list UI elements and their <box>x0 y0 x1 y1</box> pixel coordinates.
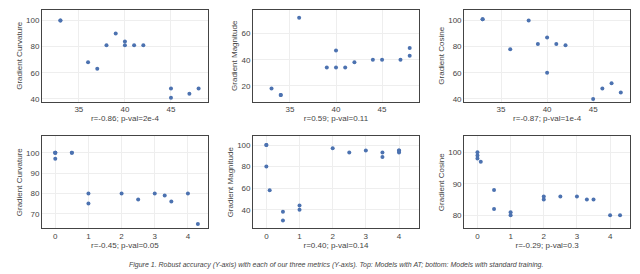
svg-text:Gradient Cosine: Gradient Cosine <box>437 26 446 84</box>
svg-text:3: 3 <box>575 232 580 241</box>
svg-text:35: 35 <box>285 105 294 114</box>
svg-text:90: 90 <box>453 180 462 189</box>
svg-text:2: 2 <box>119 232 124 241</box>
svg-text:100: 100 <box>26 149 40 158</box>
svg-text:80: 80 <box>242 162 251 171</box>
svg-text:90: 90 <box>30 169 39 178</box>
svg-text:40: 40 <box>120 105 129 114</box>
svg-text:3: 3 <box>364 232 369 241</box>
svg-text:Gradient Curvature: Gradient Curvature <box>15 148 24 217</box>
svg-text:40: 40 <box>242 56 251 65</box>
svg-text:Gradient Magnitude: Gradient Magnitude <box>230 20 239 91</box>
svg-text:100: 100 <box>448 148 462 157</box>
svg-text:35: 35 <box>74 105 83 114</box>
svg-text:0: 0 <box>53 232 58 241</box>
svg-text:80: 80 <box>453 211 462 220</box>
svg-text:40: 40 <box>543 105 552 114</box>
svg-text:4: 4 <box>397 232 402 241</box>
svg-text:1: 1 <box>297 232 302 241</box>
svg-text:Figure 1. Robust accuracy (Y-a: Figure 1. Robust accuracy (Y-axis) with … <box>129 261 544 269</box>
svg-text:100: 100 <box>448 16 462 25</box>
svg-text:60: 60 <box>242 184 251 193</box>
svg-text:Gradient Curvature: Gradient Curvature <box>15 21 24 90</box>
svg-text:40: 40 <box>242 205 251 214</box>
svg-text:0: 0 <box>264 232 269 241</box>
svg-text:Gradient Magnitude: Gradient Magnitude <box>226 147 235 218</box>
svg-text:1: 1 <box>508 232 513 241</box>
svg-text:100: 100 <box>237 141 251 150</box>
svg-text:4: 4 <box>608 232 613 241</box>
svg-text:80: 80 <box>30 189 39 198</box>
svg-text:Gradient Cosine: Gradient Cosine <box>437 153 446 211</box>
svg-text:20: 20 <box>242 82 251 91</box>
svg-text:100: 100 <box>26 16 40 25</box>
svg-text:r=-0.87; p-val=1e-4: r=-0.87; p-val=1e-4 <box>513 114 582 123</box>
svg-text:3: 3 <box>153 232 158 241</box>
svg-text:70: 70 <box>30 210 39 219</box>
svg-text:45: 45 <box>167 105 176 114</box>
svg-text:2: 2 <box>542 232 547 241</box>
svg-text:1: 1 <box>86 232 91 241</box>
svg-text:r=0.59; p-val=0.11: r=0.59; p-val=0.11 <box>304 114 369 123</box>
svg-text:40: 40 <box>453 95 462 104</box>
svg-text:0: 0 <box>475 232 480 241</box>
svg-text:r=-0.86; p-val=2e-4: r=-0.86; p-val=2e-4 <box>91 114 160 123</box>
svg-text:80: 80 <box>30 42 39 51</box>
svg-text:60: 60 <box>453 69 462 78</box>
svg-text:r=-0.45; p-val=0.05: r=-0.45; p-val=0.05 <box>91 241 159 250</box>
svg-text:60: 60 <box>30 69 39 78</box>
svg-text:40: 40 <box>30 95 39 104</box>
svg-text:80: 80 <box>453 42 462 51</box>
svg-text:r=-0.29; p-val=0.3: r=-0.29; p-val=0.3 <box>516 241 580 250</box>
svg-text:45: 45 <box>589 105 598 114</box>
svg-text:2: 2 <box>330 232 335 241</box>
svg-text:r=0.40; p-val=0.14: r=0.40; p-val=0.14 <box>304 241 369 250</box>
svg-text:40: 40 <box>332 105 341 114</box>
svg-text:45: 45 <box>378 105 387 114</box>
svg-text:60: 60 <box>242 29 251 38</box>
svg-text:35: 35 <box>497 105 506 114</box>
svg-text:4: 4 <box>186 232 191 241</box>
